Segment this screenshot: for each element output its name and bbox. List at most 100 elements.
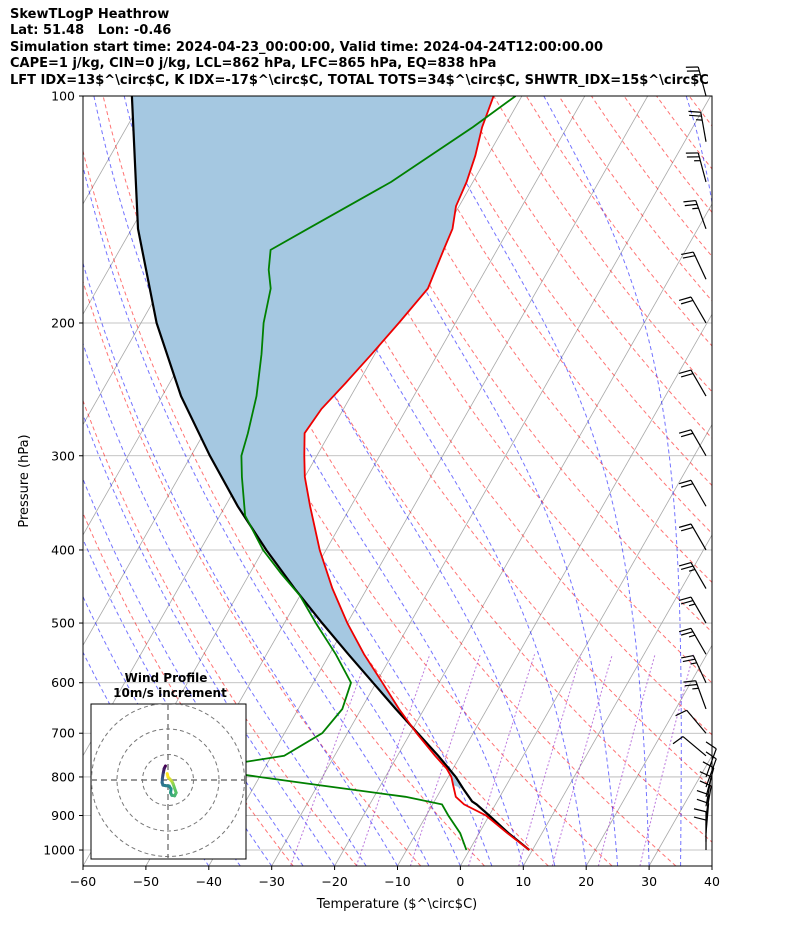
wind-barb [678,429,707,457]
x-axis-label: Temperature ($^\circ$C) [316,897,477,912]
wind-barb-flag [693,808,707,813]
mixing-ratio-line [551,654,613,866]
wind-barb-flag [684,203,698,207]
cape-line: CAPE=1 j/kg, CIN=0 j/kg, LCL=862 hPa, LF… [10,56,497,72]
wind-barb-staff [705,785,712,816]
x-tick-label: −40 [196,874,222,889]
mixing-ratio-line [290,654,369,866]
wind-barb [705,741,717,778]
wind-barb-flag [688,110,701,113]
wind-barb [688,110,707,142]
y-tick-label: 700 [51,726,75,741]
wind-barb-staff [697,152,707,183]
wind-barb-staff [705,748,717,778]
isotherm-line [397,313,712,866]
mixing-ratio-line [355,654,431,866]
wind-barb-flag [680,565,694,570]
moist-adiabat [83,342,367,866]
moist-adiabat [83,477,304,866]
wind-barb-flag [678,561,692,567]
wind-barb-staff [695,200,707,229]
dry-adiabat [102,96,549,866]
moist-adiabat [543,96,682,866]
wind-barb-flag [680,483,694,488]
wind-barb [681,251,707,280]
wind-barb-flag [684,683,698,687]
wind-barb-half-flag [688,568,696,572]
y-tick-label: 1000 [43,843,75,858]
dry-adiabat [83,511,294,866]
wind-barb-flag [705,741,717,750]
wind-barb [678,596,707,624]
isotherm-line [208,96,649,866]
wind-barb-flag [693,816,707,821]
wind-barb-staff [690,562,707,589]
x-tick-label: −30 [259,874,285,889]
wind-barb-half-flag [690,662,697,665]
x-tick-label: −20 [321,874,347,889]
dry-adiabat [656,96,712,170]
wind-barb-staff [695,680,707,710]
moist-adiabat [83,413,336,866]
wind-barb [675,709,707,734]
isotherm-line [0,96,82,866]
wind-barb-flag [680,299,694,305]
y-tick-label: 800 [51,769,75,784]
y-tick-label: 200 [51,315,75,330]
temperature-line [303,96,530,851]
wind-barb-staff [692,655,707,683]
x-tick-label: −10 [384,874,410,889]
wind-barb [685,66,707,97]
wind-barb-flag [705,751,717,760]
moist-adiabat [83,261,398,866]
wind-barb-flag [672,736,684,745]
dry-adiabat [83,148,485,866]
wind-barbs-layer [672,66,717,851]
wind-barb [685,152,707,183]
y-tick-label: 600 [51,675,75,690]
hodograph-segment [165,772,170,779]
wind-barb-staff [690,296,707,324]
dry-adiabat [232,96,712,789]
wind-barb-half-flag [688,634,696,638]
wind-barb [678,523,707,551]
dry-adiabat [460,96,712,439]
wind-barb-flag [699,771,712,778]
y-tick-label: 500 [51,616,75,631]
wind-barb-flag [681,654,694,659]
dry-adiabat [688,96,712,127]
wind-barb-staff [686,709,707,734]
dry-adiabat [200,96,712,843]
wind-barb-flag [681,251,694,256]
dry-adiabat [330,96,712,633]
mixing-ratio-line [468,654,536,866]
dry-adiabat [525,96,712,347]
hodograph-subtitle: 10m/s increment [113,686,227,700]
wind-barb [678,369,707,397]
wind-barb-staff [705,758,717,788]
x-tick-label: 30 [641,874,657,889]
wind-barb-staff [690,596,707,624]
chart-header: SkewTLogP Heathrow Lat: 51.48 Lon: -0.46… [10,7,709,89]
isotherm-line [271,96,711,866]
cape-area [131,96,494,789]
isotherm-line [83,96,208,316]
axes-layer: −60 −50 −40 −30 −20 −10 0 10 20 30 40 100 200 300 400 5… [43,89,720,890]
wind-barb-staff [690,429,707,457]
wind-barb-flag [680,526,694,532]
location-line: Lat: 51.48 Lon: -0.46 [10,23,172,39]
dry-adiabat [590,96,712,258]
dry-adiabat [623,96,712,214]
mixing-ratio-line [518,654,582,866]
wind-barb-flag [678,479,692,485]
dewpoint-line [201,96,517,851]
cape-shading-layer [131,96,494,789]
wind-barb-staff [697,66,707,97]
wind-barb-flag [682,658,696,663]
x-tick-label: 10 [515,874,531,889]
wind-barb [683,680,707,710]
parcel-profile-line [130,96,530,851]
y-tick-label: 100 [51,89,75,104]
wind-barb-staff [682,736,707,757]
